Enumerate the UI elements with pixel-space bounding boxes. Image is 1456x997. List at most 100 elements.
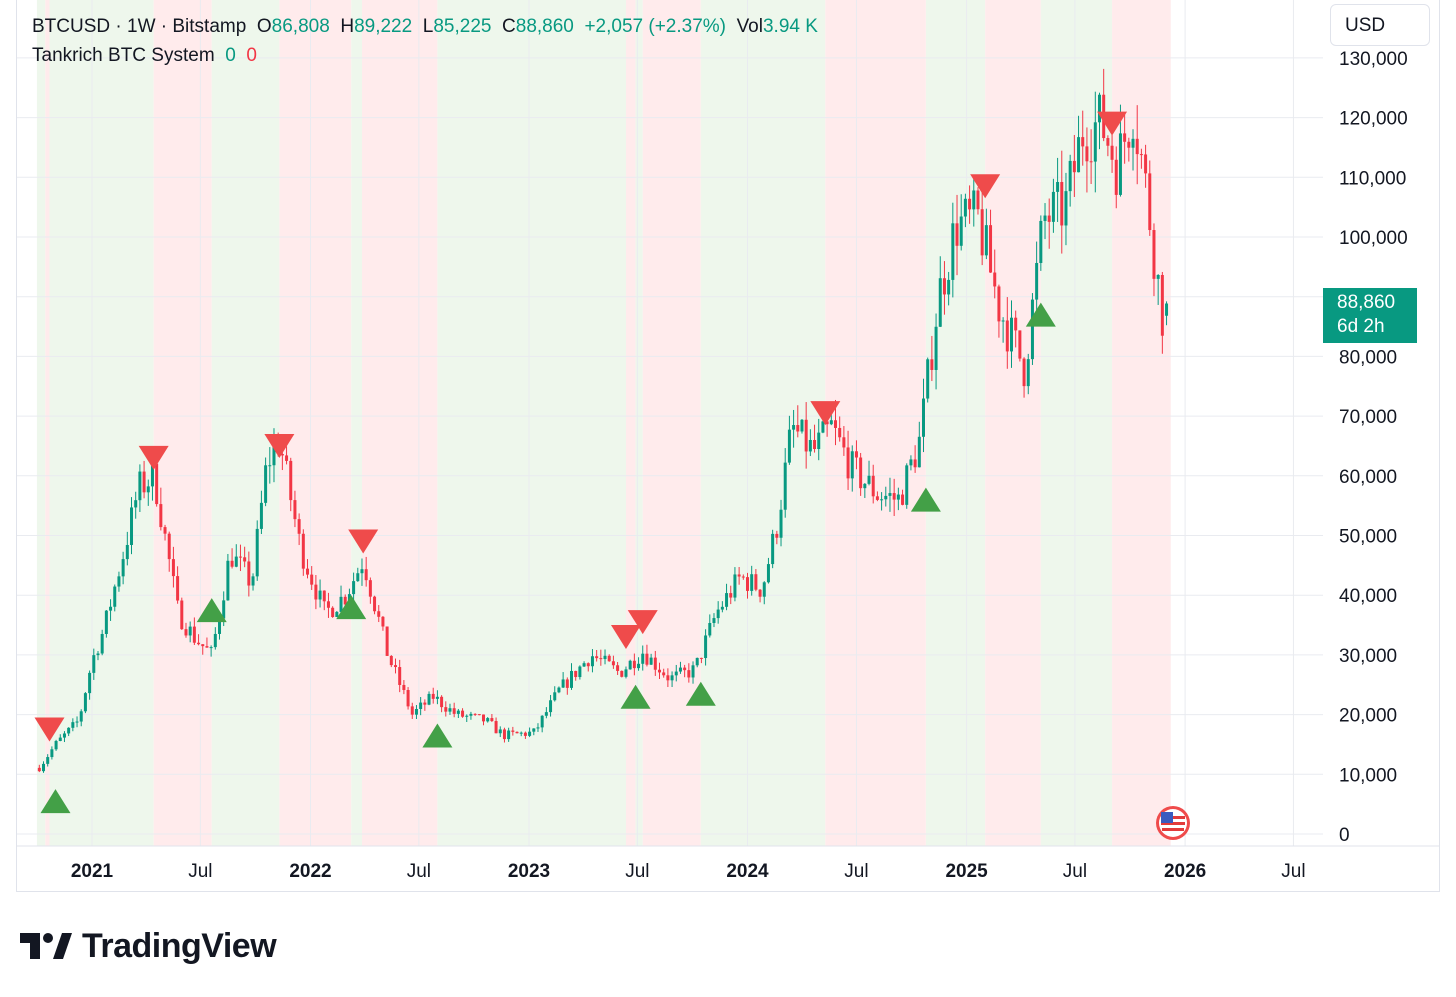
- candle: [968, 185, 972, 224]
- candle-body: [431, 693, 435, 699]
- candle-body: [892, 493, 896, 500]
- candle: [1148, 160, 1152, 236]
- x-tick-label: 2023: [508, 861, 550, 882]
- candle: [125, 531, 129, 566]
- candle-body: [167, 533, 171, 560]
- candle: [1160, 271, 1164, 354]
- high-value: 89,222: [354, 16, 413, 37]
- candle-body: [335, 611, 339, 617]
- chart-legend: BTCUSD · 1W · Bitstamp O86,808 H89,222 L…: [32, 14, 818, 72]
- candle-body: [888, 493, 892, 496]
- symbol-label[interactable]: BTCUSD · 1W · Bitstamp: [32, 16, 247, 37]
- candle-body: [448, 708, 452, 712]
- candle-body: [926, 359, 930, 399]
- candle-body: [255, 528, 259, 577]
- candle-body: [1152, 230, 1156, 279]
- candle-body: [808, 439, 812, 452]
- candle-body: [42, 763, 46, 772]
- candle: [326, 592, 330, 618]
- bear-zone: [625, 0, 636, 846]
- candle: [909, 455, 913, 471]
- candle-body: [465, 715, 469, 717]
- price-chart[interactable]: 0 10,000 20,000 30,000 40,000 50,000 60,000 70,…: [17, 0, 1439, 892]
- candle-body: [364, 569, 368, 581]
- candle-body: [678, 667, 682, 672]
- candle-body: [1144, 154, 1148, 174]
- candle: [238, 544, 242, 572]
- us-flag-icon[interactable]: [1156, 806, 1190, 840]
- candle: [645, 644, 649, 667]
- candle-body: [909, 459, 913, 466]
- candle-body: [1148, 173, 1152, 231]
- volume-label: Vol: [736, 16, 763, 37]
- candle: [549, 694, 553, 717]
- candle-body: [607, 655, 611, 662]
- candle: [565, 677, 569, 695]
- candle: [37, 764, 41, 773]
- candle-body: [331, 607, 335, 617]
- candle: [838, 416, 842, 442]
- candle: [528, 727, 532, 738]
- buy-signal-marker: [620, 684, 651, 709]
- indicator-name[interactable]: Tankrich BTC System: [32, 45, 215, 66]
- indicator-legend-row[interactable]: Tankrich BTC System 0 0: [32, 43, 818, 72]
- candle: [586, 662, 590, 672]
- candle: [205, 637, 209, 648]
- candle-body: [553, 692, 557, 701]
- candle: [377, 605, 381, 623]
- candle: [1081, 110, 1085, 166]
- candle: [720, 601, 724, 613]
- candle: [134, 491, 138, 519]
- candle-body: [58, 737, 62, 741]
- candle-body: [1005, 320, 1009, 352]
- candle: [402, 680, 406, 695]
- x-tick-label: Jul: [1281, 861, 1305, 882]
- candle-body: [155, 463, 159, 505]
- candle-body: [159, 504, 163, 528]
- bull-zone: [1040, 0, 1113, 846]
- candle: [285, 446, 289, 465]
- currency-button[interactable]: USD: [1330, 4, 1430, 46]
- chart-frame[interactable]: 0 10,000 20,000 30,000 40,000 50,000 60,000 70,…: [16, 0, 1440, 892]
- candle-body: [787, 429, 791, 463]
- candle: [1085, 127, 1089, 193]
- candle: [251, 573, 255, 591]
- candle: [423, 699, 427, 711]
- candle-body: [184, 629, 188, 636]
- candle: [628, 659, 632, 670]
- candle: [515, 731, 519, 734]
- candle: [171, 546, 175, 588]
- candle-body: [737, 574, 741, 577]
- candle-body: [402, 684, 406, 691]
- candle: [632, 653, 636, 676]
- candle: [100, 629, 104, 656]
- candle: [146, 479, 150, 506]
- candle-body: [1156, 274, 1160, 279]
- candle-body: [616, 665, 620, 671]
- candle: [498, 726, 502, 738]
- candle-body: [1165, 303, 1169, 316]
- close-label: C: [502, 16, 516, 37]
- candle: [637, 657, 641, 671]
- candle-body: [725, 593, 729, 607]
- candle: [188, 621, 192, 643]
- candle-body: [289, 460, 293, 501]
- candle: [708, 614, 712, 638]
- candle: [138, 464, 142, 512]
- y-tick-label: 40,000: [1339, 586, 1397, 607]
- candle: [624, 666, 628, 679]
- candle-body: [104, 610, 108, 634]
- candle: [109, 599, 113, 621]
- candle: [662, 668, 666, 678]
- candle-body: [783, 462, 787, 510]
- candle-body: [963, 198, 967, 217]
- candle: [989, 209, 993, 273]
- candle-body: [1056, 182, 1060, 192]
- candle-body: [301, 533, 305, 569]
- candle-body: [716, 609, 720, 619]
- candle-body: [628, 660, 632, 670]
- candle-body: [1114, 159, 1118, 195]
- current-candle: [1165, 301, 1169, 326]
- candle: [1135, 105, 1139, 185]
- tradingview-logo[interactable]: TradingView: [20, 922, 277, 970]
